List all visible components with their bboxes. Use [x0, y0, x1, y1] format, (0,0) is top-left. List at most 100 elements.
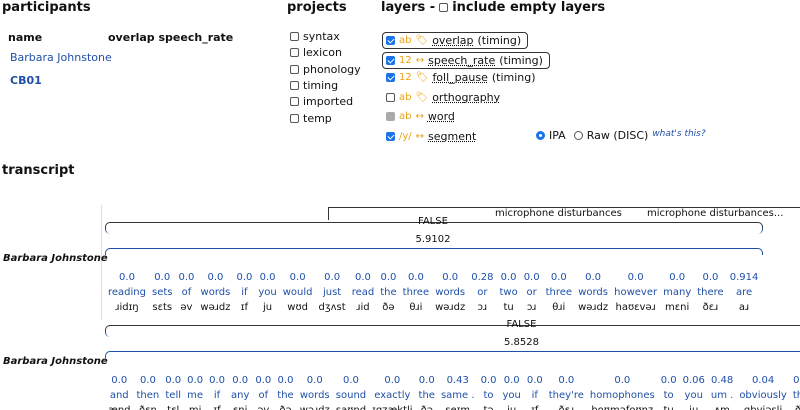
word[interactable]: just	[322, 287, 342, 298]
word[interactable]: however	[614, 287, 658, 298]
radio[interactable]	[573, 131, 583, 140]
project-item[interactable]: phonology	[290, 63, 361, 76]
word[interactable]: the	[277, 390, 294, 401]
token: 0.0 there ðɛɹ	[694, 270, 726, 315]
segment: əv	[180, 302, 193, 313]
layer-item[interactable]: /y/↔ segment	[386, 130, 476, 143]
checkbox[interactable]	[386, 36, 395, 45]
checkbox[interactable]	[386, 73, 395, 83]
layer-item[interactable]: ab ↔ word	[386, 110, 455, 123]
checkbox[interactable]	[439, 3, 449, 12]
foll-pause: 0.0	[277, 375, 294, 386]
word[interactable]: then	[136, 390, 160, 401]
word[interactable]: many	[663, 287, 692, 298]
checkbox[interactable]	[290, 48, 299, 58]
word[interactable]: you	[684, 390, 703, 401]
word[interactable]: me	[187, 390, 204, 401]
layer-item[interactable]: ab 🏷 overlap (timing)	[382, 32, 529, 49]
checkbox[interactable]	[386, 132, 395, 141]
checkbox[interactable]	[290, 113, 299, 123]
word[interactable]: read	[351, 287, 375, 298]
include-empty[interactable]: include empty layers	[452, 0, 606, 15]
word[interactable]: or	[477, 287, 488, 298]
foll-pause: 0.0	[669, 272, 686, 283]
word[interactable]: homophones	[589, 390, 655, 401]
participant-id[interactable]: CB01	[10, 74, 42, 87]
project-item[interactable]: lexicon	[290, 46, 342, 59]
word[interactable]: um .	[710, 390, 734, 401]
segment: ju	[263, 302, 273, 313]
word[interactable]: or	[526, 287, 537, 298]
layer-item[interactable]: ab 🏷 orthography	[386, 91, 500, 104]
project-item[interactable]: temp	[290, 112, 332, 125]
token: 0.0 they're ðɛɹ	[546, 373, 587, 410]
radio[interactable]	[536, 131, 545, 140]
foll-pause: 0.0	[324, 272, 341, 283]
project-item[interactable]: timing	[290, 79, 338, 92]
checkbox[interactable]	[290, 64, 299, 74]
segment: sɛts	[152, 302, 173, 313]
word[interactable]: you	[258, 287, 277, 298]
word[interactable]: tell	[165, 390, 182, 401]
word[interactable]: reading	[108, 287, 146, 298]
overlap-flag-bracket	[105, 325, 800, 332]
overlap-flag-bracket	[105, 222, 763, 229]
word[interactable]: sound	[335, 390, 367, 401]
foll-pause: 0.06	[682, 375, 705, 386]
word[interactable]: the	[792, 390, 800, 401]
word[interactable]: words	[435, 287, 466, 298]
foll-pause: 0.0	[585, 272, 602, 283]
checkbox[interactable]	[290, 80, 299, 90]
word[interactable]: to	[483, 390, 494, 401]
word[interactable]: words	[578, 287, 608, 298]
word[interactable]: of	[181, 287, 192, 298]
checkbox[interactable]	[290, 32, 299, 41]
help-link[interactable]: what's this?	[652, 128, 706, 139]
foll-pause: 0.0	[306, 375, 323, 386]
segment: seɪm	[445, 403, 470, 410]
word[interactable]: same .	[440, 390, 475, 401]
word[interactable]: if	[531, 390, 538, 401]
word[interactable]: three	[402, 287, 430, 298]
word[interactable]: exactly	[374, 390, 411, 401]
segment: əv	[257, 403, 269, 410]
word[interactable]: words	[200, 287, 231, 298]
token: 0.0 just dʒʌst	[316, 270, 349, 315]
word[interactable]: they're	[548, 390, 584, 401]
word[interactable]: two	[499, 287, 518, 298]
word[interactable]: of	[258, 390, 269, 401]
checkbox[interactable]	[290, 97, 299, 107]
word[interactable]: sets	[151, 287, 173, 298]
layer-item[interactable]: 12 ↔ speech_rate (timing)	[382, 51, 550, 69]
word[interactable]: if	[241, 287, 248, 298]
word[interactable]: words	[299, 390, 330, 401]
segment: ɑbviəsli	[744, 403, 782, 410]
word[interactable]: are	[735, 287, 753, 298]
project-item[interactable]: imported	[290, 95, 353, 108]
checkbox[interactable]	[386, 92, 395, 102]
project-item[interactable]: syntax	[290, 30, 340, 43]
foll-pause: 0.0	[660, 375, 677, 386]
word[interactable]: obviously	[739, 390, 787, 401]
word[interactable]: if	[213, 390, 221, 401]
word[interactable]: any	[230, 390, 250, 401]
word[interactable]: and	[109, 390, 129, 401]
foll-pause: 0.0	[614, 375, 631, 386]
word[interactable]: the	[380, 287, 397, 298]
foll-pause: 0.48	[710, 375, 734, 386]
layer-item[interactable]: 12 🏷 foll_pause (timing)	[386, 71, 536, 84]
foll-pause: 0.0	[178, 272, 195, 283]
checkbox[interactable]	[386, 112, 395, 122]
word[interactable]: would	[282, 287, 313, 298]
segment: ɛni	[233, 403, 248, 410]
word[interactable]: there	[697, 287, 724, 298]
checkbox[interactable]	[386, 55, 395, 65]
word[interactable]: to	[663, 390, 674, 401]
word[interactable]: three	[545, 287, 573, 298]
segment: ɔɹ	[526, 302, 537, 313]
rate-bracket	[105, 351, 800, 358]
word[interactable]: you	[502, 390, 521, 401]
participant-link[interactable]: Barbara Johnstone	[10, 51, 112, 64]
word[interactable]: the	[418, 390, 435, 401]
token: 0.28 or ɔɹ	[468, 270, 496, 315]
